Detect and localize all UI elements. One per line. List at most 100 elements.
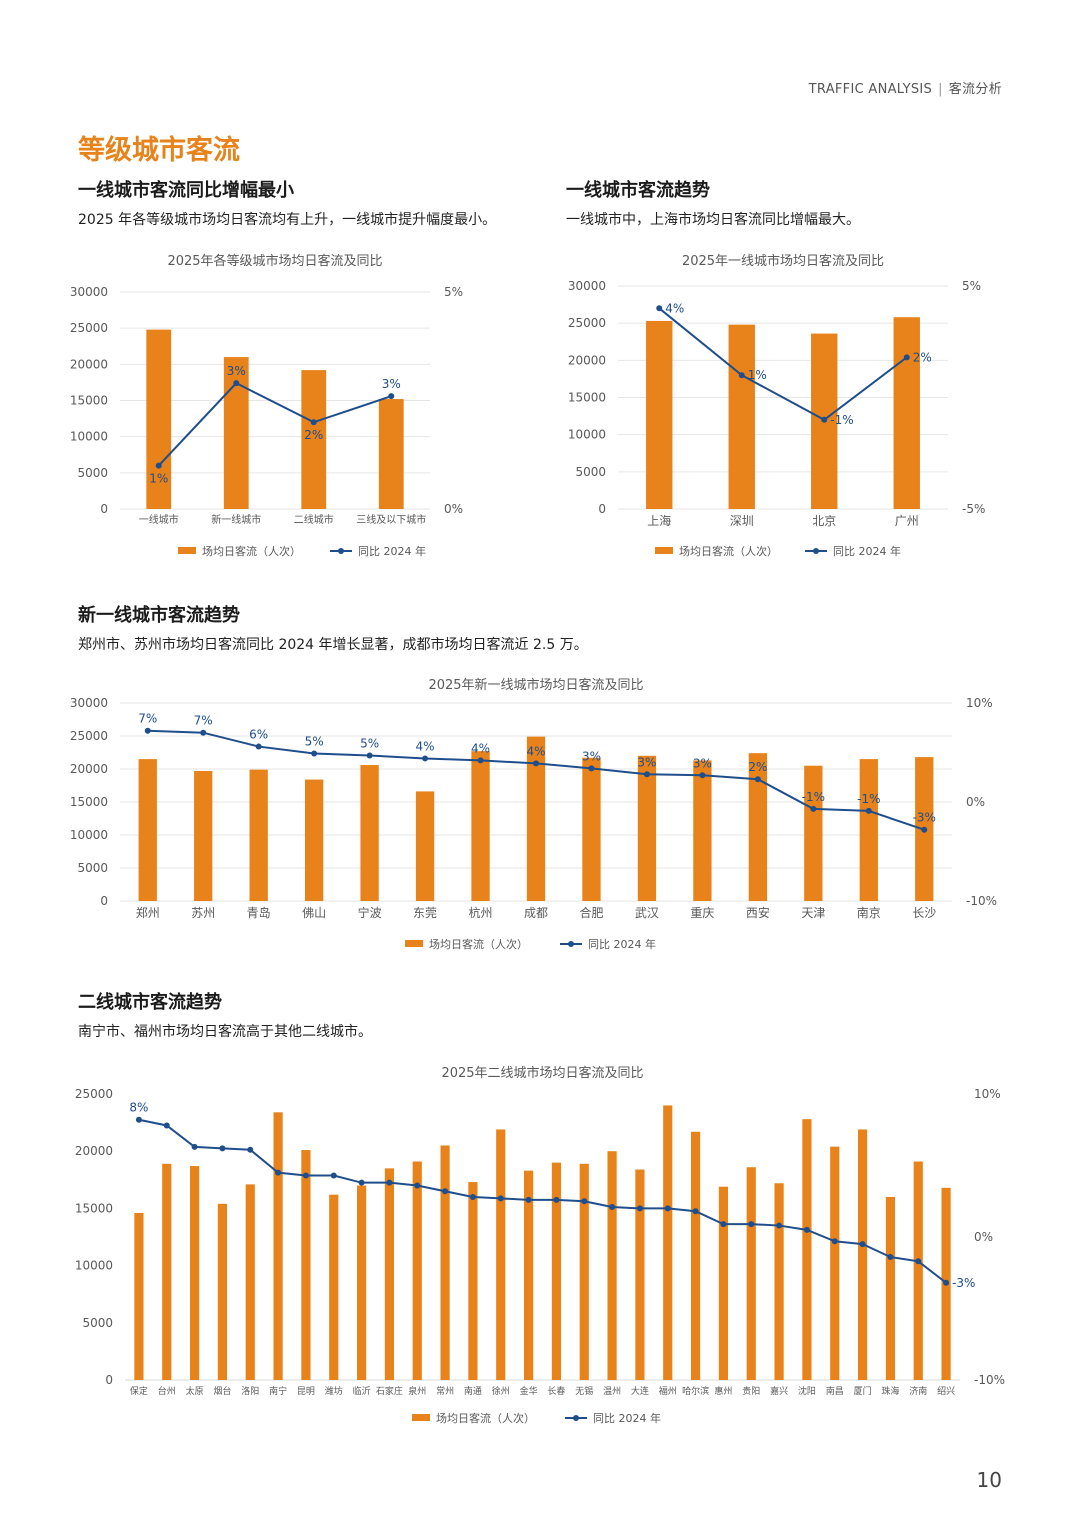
yoy-point	[191, 1143, 198, 1150]
bar	[384, 1168, 395, 1380]
yoy-data-label: 4%	[526, 744, 545, 758]
yoy-point	[358, 1179, 365, 1186]
bar	[607, 1151, 617, 1380]
yoy-data-label: 7%	[194, 714, 213, 728]
legend-line-label: 同比 2024 年	[358, 544, 426, 558]
yoy-data-label: 1%	[748, 368, 767, 382]
yoy-point	[155, 462, 162, 469]
bar	[893, 317, 920, 509]
yoy-point	[609, 1203, 616, 1210]
bar	[746, 1167, 756, 1380]
yoy-data-label: 2%	[913, 350, 932, 364]
yoy-data-label: 3%	[382, 377, 401, 391]
bar	[579, 1163, 589, 1380]
chart-title: 2025年二线城市场均日客流及同比	[441, 1065, 643, 1081]
yoy-point	[469, 1193, 476, 1200]
x-category-label: 徐州	[492, 1385, 510, 1397]
bar	[440, 1145, 450, 1380]
section-title-tier1: 一线城市客流趋势	[566, 180, 710, 201]
y-tick-label: 15000	[568, 391, 606, 405]
y2-tick-label: -5%	[962, 502, 985, 516]
yoy-data-label: -1%	[857, 792, 880, 806]
x-category-label: 临沂	[353, 1385, 371, 1397]
bar	[162, 1163, 172, 1380]
yoy-point	[581, 1198, 588, 1205]
yoy-point	[366, 752, 373, 759]
bar	[637, 755, 657, 901]
legend-line-label: 同比 2024 年	[593, 1411, 661, 1425]
yoy-data-label: -1%	[830, 413, 853, 427]
yoy-data-label: 6%	[249, 728, 268, 742]
header-separator: |	[938, 82, 943, 97]
y-tick-label: 20000	[75, 1144, 113, 1158]
legend-bar-label: 场均日客流（人次）	[436, 1411, 535, 1425]
x-category-label: 无锡	[575, 1386, 593, 1397]
x-category-label: 二线城市	[294, 513, 334, 526]
bar	[551, 1162, 562, 1380]
chart-title: 2025年各等级城市场均日客流及同比	[167, 253, 382, 269]
yoy-data-label: 3%	[227, 364, 246, 378]
bar	[471, 751, 490, 901]
section-desc-tier1: 一线城市中，上海市场均日客流同比增幅最大。	[566, 212, 860, 228]
x-category-label: 上海	[647, 513, 671, 528]
x-category-label: 保定	[130, 1385, 148, 1397]
y2-tick-label: 10%	[974, 1087, 1001, 1101]
bar	[523, 1170, 534, 1380]
yoy-point	[720, 1221, 727, 1228]
bar	[774, 1183, 784, 1380]
bar	[663, 1105, 673, 1380]
bar	[412, 1161, 422, 1380]
yoy-point	[330, 1172, 337, 1179]
bar	[194, 770, 213, 901]
y-tick-label: 0	[105, 1373, 113, 1387]
bar	[223, 357, 249, 509]
y-tick-label: 10000	[70, 828, 108, 842]
x-category-label: 嘉兴	[770, 1385, 788, 1397]
yoy-point	[943, 1279, 950, 1286]
y-tick-label: 15000	[70, 394, 108, 408]
chart-svg: 2025年各等级城市场均日客流及同比 0 5000 10000 15000 20000 25…	[70, 253, 463, 558]
bar	[857, 1129, 868, 1380]
yoy-point	[310, 419, 317, 426]
y-tick-label: 5000	[77, 861, 108, 875]
yoy-data-label: 4%	[416, 739, 435, 753]
chart-tier2-traffic: 2025年二线城市场均日客流及同比 0 5000 10000 15000 20000 250…	[40, 1052, 1040, 1432]
x-category-label: 温州	[603, 1386, 621, 1397]
bar	[693, 760, 712, 901]
yoy-point	[477, 757, 484, 764]
yoy-point	[422, 755, 429, 762]
x-category-label: 天津	[801, 906, 825, 920]
chart-title: 2025年新一线城市场均日客流及同比	[428, 677, 643, 693]
bar	[301, 1150, 311, 1380]
bar	[802, 1119, 812, 1380]
section-desc-newtier1: 郑州市、苏州市场均日客流同比 2024 年增长显著，成都市场均日客流近 2.5 …	[78, 637, 588, 653]
bar	[646, 320, 673, 509]
chart-newtier1-traffic: 2025年新一线城市场均日客流及同比 0 5000 10000 15000 20000 25…	[40, 664, 1040, 964]
header-tag-cn: 客流分析	[948, 82, 1002, 97]
y-tick-label: 5000	[77, 466, 108, 480]
bar	[859, 759, 878, 901]
yoy-data-label: 4%	[471, 741, 490, 755]
legend-line-label: 同比 2024 年	[588, 937, 656, 951]
legend-line-marker	[568, 941, 574, 947]
x-category-label: 泉州	[408, 1385, 426, 1397]
x-category-label: 金华	[520, 1385, 538, 1397]
yoy-point	[533, 760, 539, 767]
y-tick-label: 20000	[568, 353, 606, 367]
y2-tick-label: 5%	[962, 279, 981, 293]
x-category-label: 昆明	[297, 1386, 315, 1397]
yoy-point	[414, 1182, 421, 1189]
chart-svg: 2025年新一线城市场均日客流及同比 0 5000 10000 15000 20000 25…	[70, 677, 997, 951]
yoy-point	[656, 305, 663, 312]
x-category-label: 南通	[464, 1385, 482, 1397]
bar	[582, 757, 601, 901]
yoy-line	[158, 381, 392, 467]
x-category-label: 青岛	[247, 905, 271, 920]
yoy-point	[859, 1241, 866, 1248]
bar	[304, 779, 324, 901]
x-category-label: 重庆	[690, 906, 714, 920]
y2-tick-label: -10%	[974, 1373, 1005, 1387]
x-category-label: 郑州	[136, 905, 160, 920]
x-category-label: 宁波	[358, 905, 382, 920]
yoy-data-label: -3%	[913, 811, 936, 825]
